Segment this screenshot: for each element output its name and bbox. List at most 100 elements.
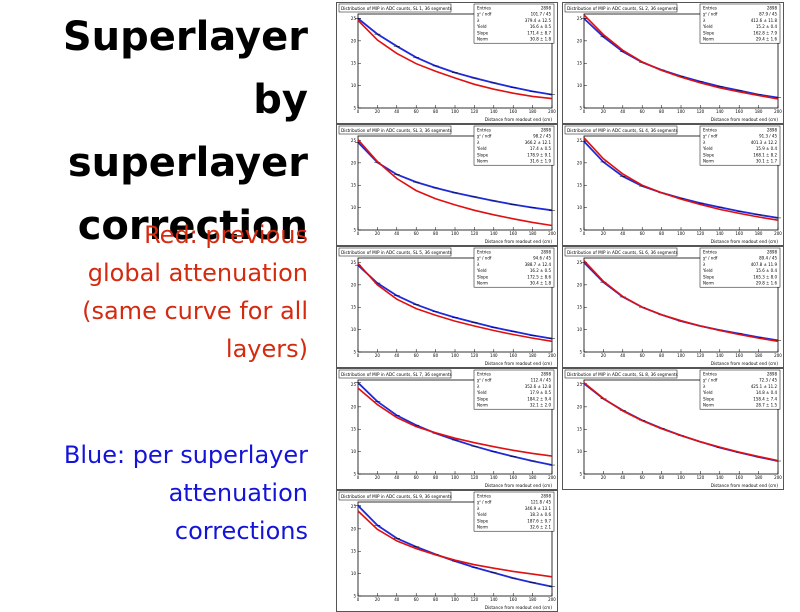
y-tick-label: 20	[577, 404, 583, 409]
stats-value: 15.2 ± 0.4	[756, 24, 778, 29]
stats-value: 14.8 ± 0.4	[756, 390, 778, 395]
x-axis-label: Distance from readout end (cm)	[485, 605, 553, 610]
series-line-red	[357, 19, 553, 100]
x-tick-label: 100	[677, 353, 685, 358]
x-tick-label: 80	[659, 353, 665, 358]
stats-box	[699, 3, 781, 44]
plot-panel: Distribution of MIP in ADC counts, SL 4,…	[562, 124, 784, 246]
x-tick-label: 20	[375, 109, 381, 114]
x-tick-label: 140	[490, 353, 498, 358]
x-tick-label: 40	[394, 109, 400, 114]
stats-value: 407.8 ± 11.9	[751, 262, 778, 267]
x-tick-label: 100	[677, 475, 685, 480]
stats-value: 401.3 ± 12.2	[751, 140, 778, 145]
y-tick-label: 25	[351, 16, 357, 21]
x-tick-label: 160	[735, 231, 743, 236]
x-tick-label: 80	[433, 475, 439, 480]
plot-frame	[562, 124, 784, 246]
stats-value: 18.3 ± 0.6	[530, 512, 552, 517]
x-tick-label: 60	[640, 231, 646, 236]
x-tick-label: 40	[394, 475, 400, 480]
stats-value: 2898	[541, 6, 552, 11]
stats-label: Slope	[477, 152, 489, 157]
x-tick-label: 60	[640, 109, 646, 114]
y-tick-label: 5	[353, 106, 356, 111]
x-axis-label: Distance from readout end (cm)	[711, 483, 779, 488]
stats-value: 2898	[767, 6, 778, 11]
plot-panel: Distribution of MIP in ADC counts, SL 9,…	[336, 490, 558, 612]
stats-value: 425.1 ± 11.2	[751, 384, 778, 389]
x-tick-label: 100	[677, 109, 685, 114]
y-tick-label: 5	[579, 350, 582, 355]
stats-label: χ² / ndf	[703, 378, 718, 383]
x-tick-label: 20	[375, 231, 381, 236]
stats-value: 184.2 ± 9.4	[527, 396, 551, 401]
plot-title: Distribution of MIP in ADC counts, SL 4,…	[567, 128, 678, 133]
y-tick-label: 15	[351, 305, 357, 310]
stats-label: λ	[703, 18, 706, 23]
x-axis-label: Distance from readout end (cm)	[711, 361, 779, 366]
x-tick-label: 80	[659, 109, 665, 114]
x-tick-label: 120	[471, 475, 479, 480]
stats-value: 17.4 ± 0.5	[530, 146, 552, 151]
x-tick-label: 160	[735, 353, 743, 358]
y-tick-label: 10	[577, 205, 583, 210]
plot-title-box	[564, 125, 678, 135]
y-tick-label: 25	[351, 260, 357, 265]
y-tick-label: 15	[577, 183, 583, 188]
plot-title: Distribution of MIP in ADC counts, SL 3,…	[341, 128, 452, 133]
x-tick-label: 40	[620, 475, 626, 480]
y-tick-label: 5	[353, 350, 356, 355]
x-tick-label: 180	[755, 109, 763, 114]
plot-title-box	[338, 247, 452, 257]
stats-value: 2898	[541, 250, 552, 255]
x-tick-label: 0	[583, 109, 586, 114]
stats-label: Yield	[702, 390, 713, 395]
stats-value: 2898	[767, 372, 778, 377]
stats-box	[473, 3, 555, 44]
stats-label: Yield	[476, 268, 487, 273]
y-tick-label: 15	[577, 427, 583, 432]
x-tick-label: 100	[451, 475, 459, 480]
series-line-red	[583, 382, 779, 462]
stats-value: 2898	[541, 128, 552, 133]
stats-label: Norm	[477, 403, 488, 408]
stats-box	[699, 125, 781, 166]
stats-label: χ² / ndf	[477, 134, 492, 139]
stats-value: 16.2 ± 0.5	[530, 268, 552, 273]
x-tick-label: 0	[357, 475, 360, 480]
stats-value: 165.3 ± 8.0	[753, 274, 777, 279]
stats-label: Yield	[702, 268, 713, 273]
stats-value: 171.4 ± 8.7	[527, 30, 551, 35]
x-tick-label: 160	[509, 231, 517, 236]
stats-label: χ² / ndf	[477, 500, 492, 505]
y-tick-label: 20	[577, 38, 583, 43]
y-tick-label: 10	[351, 205, 357, 210]
x-tick-label: 180	[755, 353, 763, 358]
stats-label: Yield	[702, 24, 713, 29]
stats-value: 2898	[767, 250, 778, 255]
y-tick-label: 25	[577, 382, 583, 387]
stats-value: 28.7 ± 1.5	[756, 403, 778, 408]
x-tick-label: 40	[620, 109, 626, 114]
y-tick-label: 15	[577, 61, 583, 66]
x-axis-label: Distance from readout end (cm)	[485, 117, 553, 122]
stats-label: Entries	[703, 250, 717, 255]
x-tick-label: 200	[774, 109, 782, 114]
x-tick-label: 200	[774, 475, 782, 480]
plot-panel: Distribution of MIP in ADC counts, SL 5,…	[336, 246, 558, 368]
plot-panel: Distribution of MIP in ADC counts, SL 3,…	[336, 124, 558, 246]
stats-label: Yield	[476, 390, 487, 395]
x-tick-label: 180	[529, 475, 537, 480]
x-tick-label: 80	[659, 231, 665, 236]
stats-label: Slope	[703, 274, 715, 279]
stats-value: 94.6 / 45	[533, 256, 551, 261]
stats-label: λ	[703, 384, 706, 389]
stats-value: 30.1 ± 1.7	[756, 159, 778, 164]
x-tick-label: 140	[716, 353, 724, 358]
stats-box	[473, 125, 555, 166]
x-tick-label: 140	[490, 231, 498, 236]
stats-label: λ	[477, 262, 480, 267]
y-tick-label: 10	[577, 327, 583, 332]
stats-label: χ² / ndf	[477, 256, 492, 261]
